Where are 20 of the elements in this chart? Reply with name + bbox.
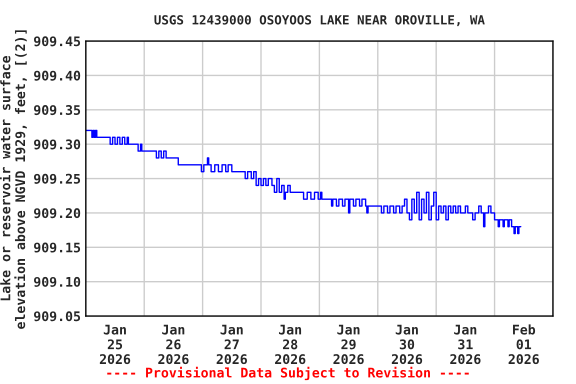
y-tick-label: 909.30 bbox=[34, 139, 80, 150]
y-tick-label: 909.05 bbox=[34, 311, 80, 322]
y-tick-label: 909.40 bbox=[34, 70, 80, 81]
x-tick-label: Jan 29 2026 bbox=[333, 324, 364, 364]
x-tick-label: Jan 25 2026 bbox=[100, 324, 130, 364]
x-tick-label: Feb 01 2026 bbox=[508, 324, 539, 364]
x-tick-label: Jan 26 2026 bbox=[158, 324, 189, 364]
text: ---- Provisional Data Subject to Revision ---- bbox=[107, 366, 469, 380]
y-tick-label: 909.35 bbox=[34, 105, 80, 116]
x-tick-label: Jan 27 2026 bbox=[216, 324, 247, 364]
y-tick-label: 909.45 bbox=[34, 36, 80, 46]
y-tick-label: 909.10 bbox=[34, 276, 80, 287]
x-tick-label: Jan 31 2026 bbox=[450, 324, 481, 364]
x-tick-label: Jan 28 2026 bbox=[275, 324, 306, 364]
x-tick-label: Jan 30 2026 bbox=[392, 324, 422, 364]
y-axis-title: Lake or reservoir water surface elevation above NGVD 1929, feet, [(2)] bbox=[0, 30, 27, 329]
y-tick-label: 909.25 bbox=[34, 174, 80, 184]
y-tick-label: 909.20 bbox=[34, 208, 80, 218]
chart-title: USGS 12439000 OSOYOOS LAKE NEAR OROVILLE, WA bbox=[154, 15, 485, 26]
y-tick-label: 909.15 bbox=[34, 242, 80, 253]
